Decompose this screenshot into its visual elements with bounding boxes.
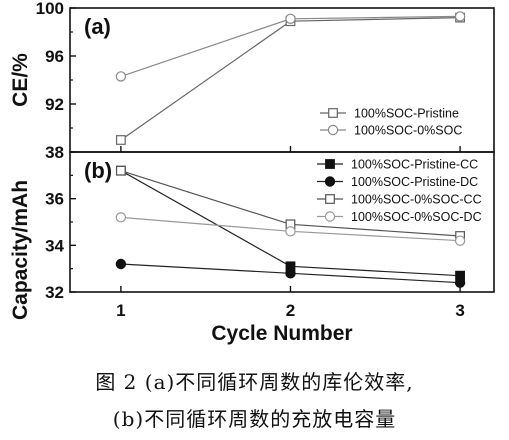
- legend-marker: [327, 124, 339, 136]
- data-point-100-soc-0-soc: [115, 71, 127, 82]
- legend-label: 100%SOC-0%SOC-CC: [351, 193, 482, 207]
- y-tick-label: 36: [45, 190, 64, 209]
- legend-marker: [325, 194, 335, 204]
- caption-line-1: 图 2 (a)不同循环周数的库伦效率,: [95, 370, 414, 394]
- legend-label: 100%SOC-Pristine-DC: [351, 175, 478, 189]
- y-axis-label: Capacity/mAh: [9, 180, 32, 320]
- legend-marker: [328, 108, 338, 118]
- data-point-100-soc-pristine-dc: [454, 277, 466, 288]
- panel-label-a: (a): [84, 14, 111, 39]
- data-point-100-soc-pristine-dc: [285, 268, 296, 279]
- series-line-100-soc-pristine: [120, 17, 461, 141]
- y-axis-label: CE/%: [9, 53, 32, 107]
- x-tick-label: 3: [455, 301, 464, 320]
- legend-label: 100%SOC-0%SOC-DC: [351, 210, 482, 224]
- y-tick-label: 32: [45, 283, 64, 302]
- y-tick-label: 96: [45, 47, 64, 66]
- x-axis-label: Cycle Number: [211, 322, 352, 345]
- caption-line-2: (b)不同循环周数的充放电容量: [112, 407, 397, 431]
- legend-label: 100%SOC-Pristine: [354, 107, 459, 121]
- data-point-100-soc-pristine-dc: [115, 258, 127, 270]
- legend-marker: [324, 176, 336, 187]
- legend-marker: [325, 159, 335, 169]
- panel-label-b: (b): [84, 158, 112, 183]
- data-point-100-soc-0-soc-dc: [115, 212, 127, 223]
- y-tick-label: 34: [45, 236, 64, 255]
- data-point-100-soc-0-soc-cc: [115, 165, 126, 176]
- y-tick-label: 100: [36, 0, 64, 18]
- data-point-100-soc-pristine: [115, 135, 126, 145]
- data-point-100-soc-0-soc: [454, 11, 466, 22]
- x-tick-label: 2: [286, 301, 295, 320]
- y-tick-label: 92: [45, 95, 64, 114]
- legend-label: 100%SOC-Pristine-CC: [351, 158, 478, 172]
- data-point-100-soc-0-soc: [285, 13, 296, 24]
- y-tick-label: 38: [45, 143, 64, 162]
- x-tick-label: 1: [116, 301, 125, 320]
- legend-marker: [324, 211, 336, 222]
- legend-label: 100%SOC-0%SOC: [354, 124, 462, 138]
- data-point-100-soc-0-soc-dc: [454, 235, 466, 246]
- data-point-100-soc-0-soc-dc: [285, 226, 296, 237]
- panel-a: 92 96 100 CE/% (a) 100%SOC-Pristine 100%SOC-0%…: [9, 0, 495, 153]
